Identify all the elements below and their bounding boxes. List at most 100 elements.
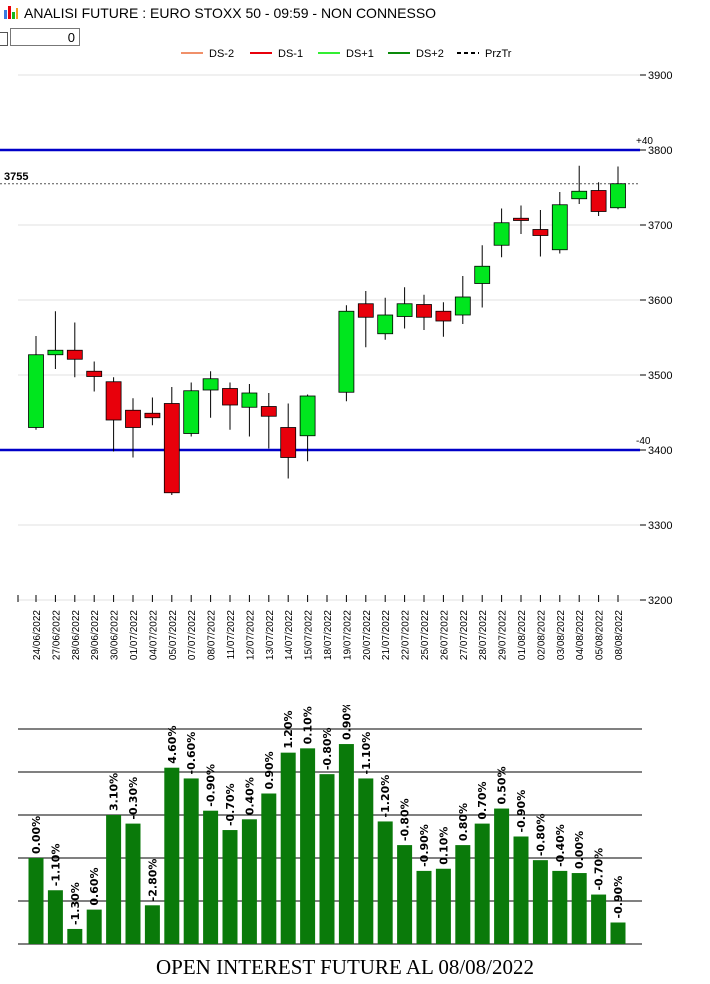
legend-label: DS+2 — [416, 48, 444, 60]
oi-bar — [125, 823, 141, 944]
oi-bar — [67, 928, 83, 944]
oi-bar — [397, 845, 413, 944]
candle-body — [532, 229, 549, 236]
x-tick-label: 28/06/2022 — [71, 610, 82, 660]
oi-bar — [106, 815, 122, 944]
x-tick-label: 29/06/2022 — [90, 610, 101, 660]
candles — [28, 165, 626, 495]
app-icon — [4, 6, 18, 19]
x-tick-label: 01/08/2022 — [517, 610, 528, 660]
candle — [163, 387, 180, 495]
oi-bar-label: -0.80% — [399, 798, 412, 841]
oi-bar — [571, 873, 587, 944]
oi-bar-group: -1.30% — [67, 882, 83, 944]
oi-bar — [28, 858, 44, 944]
oi-bar — [319, 774, 335, 944]
oi-bar-label: -0.90% — [418, 824, 431, 867]
y-tick-label: 3700 — [648, 220, 672, 232]
oi-bar-label: 0.70% — [476, 781, 489, 819]
oi-bar-group: -2.80% — [144, 859, 160, 944]
x-tick-label: 05/07/2022 — [168, 610, 179, 660]
candle-body — [493, 222, 510, 246]
oi-bar-group: 3.10% — [106, 773, 122, 944]
candle — [222, 382, 238, 430]
oi-bar-label: -0.70% — [593, 848, 606, 891]
candle-body — [28, 354, 44, 428]
candle-body — [590, 190, 607, 212]
x-tick-label: 01/07/2022 — [129, 610, 140, 660]
oi-bar — [203, 810, 219, 944]
oi-bar — [474, 823, 490, 944]
open-interest-title: OPEN INTEREST FUTURE AL 08/08/2022 — [155, 955, 534, 979]
legend-item: DS+1 — [318, 48, 374, 60]
candle-body — [377, 314, 394, 335]
oi-bar — [222, 830, 238, 944]
oi-bar — [455, 845, 471, 944]
oi-bar — [241, 819, 257, 944]
oi-bar-group: -0.90% — [416, 824, 432, 944]
candle-body — [125, 409, 141, 428]
x-tick-label: 25/07/2022 — [420, 610, 431, 660]
oi-bar — [532, 860, 548, 944]
oi-bar — [513, 836, 529, 944]
candle — [66, 322, 83, 378]
legend-label: DS-2 — [209, 48, 234, 60]
legend-item: DS-1 — [250, 48, 303, 60]
y-tick-label: 3600 — [648, 295, 672, 307]
candle — [435, 302, 452, 337]
candle-body — [144, 412, 161, 419]
candle-body — [513, 217, 529, 221]
oi-bar-group: -0.90% — [203, 764, 219, 944]
oi-bar-label: -0.60% — [185, 732, 198, 775]
oi-bar — [280, 752, 296, 944]
oi-bar-group: -0.80% — [532, 813, 548, 944]
oi-bar-group: -0.90% — [610, 876, 626, 944]
oi-bar-group: -1.10% — [358, 732, 374, 944]
y-tick-label: 3300 — [648, 520, 672, 532]
oi-bar-group: -0.30% — [125, 777, 141, 944]
x-tick-label: 11/07/2022 — [226, 610, 237, 660]
reference-price-label: 3755 — [4, 171, 28, 183]
candle — [532, 210, 549, 257]
band-label: +40 — [636, 136, 653, 147]
oi-bar-label: 0.40% — [243, 777, 256, 815]
x-tick-label: 29/07/2022 — [498, 610, 509, 660]
toolbar-checkbox[interactable] — [0, 32, 8, 46]
oi-bar — [358, 778, 374, 944]
candle — [416, 294, 432, 330]
x-tick-label: 18/07/2022 — [323, 610, 334, 660]
x-tick-label: 24/06/2022 — [32, 610, 43, 660]
legend-item: DS-2 — [181, 48, 234, 60]
candle — [260, 393, 277, 449]
oi-bar-label: 0.80% — [457, 803, 470, 841]
oi-bar-group: 0.60% — [86, 867, 102, 944]
title-bar: ANALISI FUTURE : EURO STOXX 50 - 09:59 -… — [0, 0, 710, 26]
candle — [474, 245, 491, 308]
oi-bar-label: -0.90% — [612, 876, 625, 919]
x-axis: 24/06/2022 27/06/2022 28/06/2022 29/06/2022… — [17, 595, 625, 660]
x-tick-label: 08/07/2022 — [207, 610, 218, 660]
oi-bar-label: -1.20% — [379, 775, 392, 818]
x-tick-label: 05/08/2022 — [595, 610, 606, 660]
candle — [125, 398, 141, 458]
candle — [493, 208, 510, 258]
x-tick-label: 12/07/2022 — [245, 610, 256, 660]
oi-bar-label: 1.20% — [282, 710, 295, 748]
y-tick-label: 3900 — [648, 70, 672, 82]
oi-bar-label: 0.10% — [437, 827, 450, 865]
oi-bar — [338, 744, 354, 944]
x-tick-label: 13/07/2022 — [265, 610, 276, 660]
oi-bar — [494, 808, 510, 944]
oi-bar-label: -0.80% — [534, 813, 547, 856]
candle-body — [183, 390, 200, 434]
x-tick-label: 15/07/2022 — [304, 610, 315, 660]
oi-bar-group: -0.70% — [591, 848, 607, 944]
value-input[interactable] — [10, 28, 80, 46]
candle — [47, 311, 64, 369]
legend-item: PrzTr — [457, 48, 512, 60]
oi-bar-group: 1.20% — [280, 710, 296, 944]
x-tick-label: 21/07/2022 — [381, 610, 392, 660]
candle-body — [416, 304, 432, 318]
oi-bar-label: 0.90% — [340, 705, 353, 740]
oi-bar-group: -0.80% — [319, 727, 335, 944]
